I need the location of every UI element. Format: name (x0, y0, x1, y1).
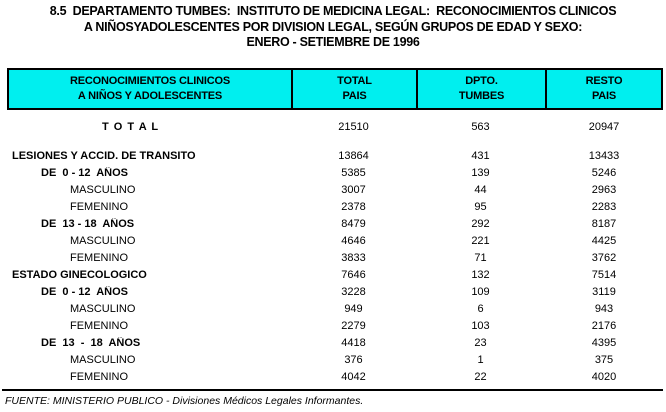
cell-resto-pais: 3762 (591, 252, 617, 264)
column-header-line: A NIÑOS Y ADOLESCENTES (77, 89, 223, 102)
table-row: ESTADO GINECOLOGICO 7646 132 7514 (7, 267, 663, 284)
table-row: DE 0 - 12 AÑOS 3228 109 3119 (7, 284, 663, 301)
row-label: MASCULINO (70, 184, 136, 196)
cell-total-pais: 949 (344, 303, 363, 315)
cell-resto-pais: 4425 (591, 235, 617, 247)
cell-resto-pais: 4395 (591, 337, 617, 349)
table-row: T O T A L 21510 563 20947 (7, 119, 663, 136)
row-label: T O T A L (102, 121, 160, 133)
column-header-line: TOTAL (337, 74, 372, 87)
cell-resto-pais: 3119 (592, 286, 616, 298)
column-header-reconocimientos: RECONOCIMIENTOS CLINICOS A NIÑOS Y ADOLE… (9, 69, 293, 108)
column-header-line: DPTO. (465, 74, 498, 87)
row-label: LESIONES Y ACCID. DE TRANSITO (12, 150, 196, 162)
cell-total-pais: 3007 (341, 184, 366, 196)
cell-total-pais: 4418 (341, 337, 366, 349)
table-row: FEMENINO 4042 22 4020 (7, 369, 663, 386)
table-header-row: RECONOCIMIENTOS CLINICOS A NIÑOS Y ADOLE… (7, 67, 663, 110)
cell-resto-pais: 5246 (591, 167, 617, 179)
cell-dpto-tumbes: 23 (474, 337, 487, 349)
cell-dpto-tumbes: 1 (477, 354, 484, 366)
title-line-2: A NIÑOSYADOLESCENTES POR DIVISION LEGAL,… (83, 19, 583, 34)
table-row: MASCULINO 376 1 375 (7, 352, 663, 369)
cell-total-pais: 2378 (341, 201, 366, 213)
cell-resto-pais: 13433 (588, 150, 620, 162)
cell-dpto-tumbes: 563 (471, 121, 490, 133)
row-label: FEMENINO (70, 201, 129, 213)
cell-total-pais: 5385 (341, 167, 366, 179)
cell-total-pais: 3228 (341, 286, 366, 298)
column-header-total-pais: TOTAL PAIS (293, 69, 418, 108)
cell-total-pais: 21510 (338, 121, 369, 133)
row-label: DE 0 - 12 AÑOS (41, 286, 129, 298)
statistics-table: RECONOCIMIENTOS CLINICOS A NIÑOS Y ADOLE… (7, 67, 663, 386)
cell-dpto-tumbes: 95 (474, 201, 487, 213)
table-row: FEMENINO 3833 71 3762 (7, 250, 663, 267)
table-row: FEMENINO 2378 95 2283 (7, 199, 663, 216)
cell-total-pais: 7646 (341, 269, 366, 281)
table-row: DE 13 - 18 AÑOS 8479 292 8187 (7, 216, 663, 233)
source-note: FUENTE: MINISTERIO PUBLICO - Divisiones … (5, 395, 364, 407)
cell-total-pais: 4042 (341, 371, 366, 383)
cell-total-pais: 2279 (341, 320, 366, 332)
cell-total-pais: 376 (344, 354, 363, 366)
table-row: MASCULINO 4646 221 4425 (7, 233, 663, 250)
cell-resto-pais: 943 (594, 303, 614, 315)
table-body: T O T A L 21510 563 20947 LESIONES Y ACC… (7, 119, 663, 386)
column-header-line: PAIS (342, 89, 367, 102)
cell-dpto-tumbes: 431 (471, 150, 490, 162)
table-row: DE 0 - 12 AÑOS 5385 139 5246 (7, 165, 663, 182)
cell-resto-pais: 8187 (591, 218, 617, 230)
cell-dpto-tumbes: 6 (477, 303, 484, 315)
row-label: FEMENINO (70, 252, 129, 264)
cell-dpto-tumbes: 109 (471, 286, 490, 298)
cell-total-pais: 4646 (341, 235, 366, 247)
column-header-line: RESTO (585, 74, 623, 87)
title-line-3: ENERO - SETIEMBRE DE 1996 (246, 35, 420, 49)
row-label: FEMENINO (70, 371, 129, 383)
column-header-line: RECONOCIMIENTOS CLINICOS (69, 74, 230, 87)
cell-total-pais: 13864 (338, 150, 369, 162)
cell-resto-pais: 7514 (591, 269, 617, 281)
row-label: DE 13 - 18 AÑOS (41, 337, 141, 349)
table-row: MASCULINO 949 6 943 (7, 301, 663, 318)
bottom-divider (2, 389, 663, 391)
row-label: MASCULINO (70, 235, 136, 247)
cell-resto-pais: 20947 (588, 121, 620, 133)
cell-dpto-tumbes: 292 (471, 218, 490, 230)
title-line-1: 8.5 DEPARTAMENTO TUMBES: INSTITUTO DE ME… (49, 4, 617, 18)
row-label: MASCULINO (70, 354, 136, 366)
row-label: DE 0 - 12 AÑOS (41, 167, 129, 179)
table-row: FEMENINO 2279 103 2176 (7, 318, 663, 335)
column-header-resto-pais: RESTO PAIS (547, 69, 661, 108)
cell-dpto-tumbes: 221 (471, 235, 490, 247)
report-title: 8.5 DEPARTAMENTO TUMBES: INSTITUTO DE ME… (0, 0, 666, 51)
cell-dpto-tumbes: 44 (474, 184, 487, 196)
row-label: FEMENINO (70, 320, 129, 332)
cell-total-pais: 8479 (341, 218, 366, 230)
row-label: ESTADO GINECOLOGICO (12, 269, 147, 281)
table-row: DE 13 - 18 AÑOS 4418 23 4395 (7, 335, 663, 352)
cell-dpto-tumbes: 22 (474, 371, 487, 383)
table-row: LESIONES Y ACCID. DE TRANSITO 13864 431 … (7, 148, 663, 165)
row-label: DE 13 - 18 AÑOS (41, 218, 135, 230)
column-header-dpto-tumbes: DPTO. TUMBES (418, 69, 547, 108)
cell-resto-pais: 375 (594, 354, 614, 366)
cell-resto-pais: 2176 (591, 320, 617, 332)
cell-dpto-tumbes: 103 (471, 320, 490, 332)
column-header-line: PAIS (591, 89, 617, 102)
cell-total-pais: 3833 (341, 252, 366, 264)
cell-resto-pais: 2283 (591, 201, 617, 213)
cell-dpto-tumbes: 132 (471, 269, 490, 281)
cell-dpto-tumbes: 71 (474, 252, 487, 264)
table-row: MASCULINO 3007 44 2963 (7, 182, 663, 199)
row-label: MASCULINO (70, 303, 136, 315)
cell-dpto-tumbes: 139 (471, 167, 490, 179)
cell-resto-pais: 4020 (591, 371, 617, 383)
column-header-line: TUMBES (458, 89, 505, 102)
cell-resto-pais: 2963 (591, 184, 617, 196)
